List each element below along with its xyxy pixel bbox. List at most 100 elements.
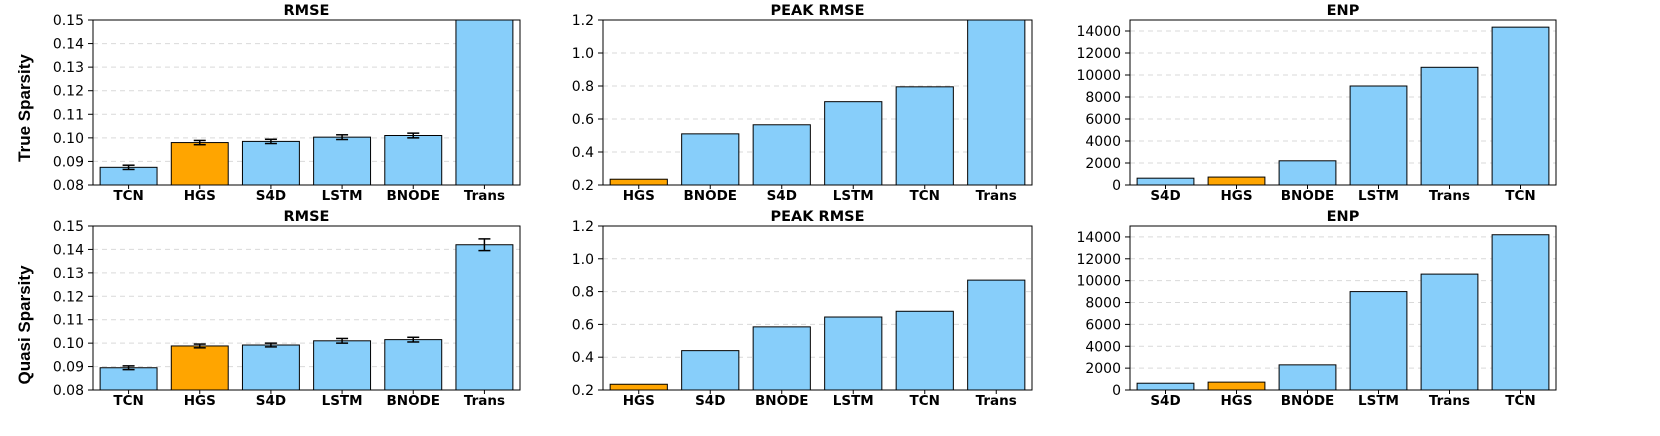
chart-panel-3: 0 2000 4000 6000 8000 10000 12000 14000 S4D HGS BN… bbox=[1076, 3, 1557, 204]
bar-trans bbox=[1420, 66, 1479, 186]
bar-hgs bbox=[1207, 381, 1266, 391]
y-tick-label: 1.0 bbox=[572, 252, 594, 268]
x-tick-label-hgs: HGS bbox=[623, 393, 655, 409]
axes-frame bbox=[1129, 19, 1557, 186]
bar-bnode bbox=[681, 133, 740, 186]
error-bar-lstm bbox=[336, 337, 349, 344]
chart-panel-4: 0.08 0.09 0.10 0.11 0.12 0.13 0.14 0.15 TCN HGS S4… bbox=[53, 209, 521, 409]
bar-bnode bbox=[1278, 364, 1337, 391]
y-tick-label: 2000 bbox=[1085, 361, 1121, 377]
y-tick-label: 0 bbox=[1112, 383, 1121, 399]
error-bar-trans bbox=[478, 238, 491, 252]
x-tick-label-trans: Trans bbox=[976, 188, 1017, 204]
bar-lstm bbox=[824, 101, 883, 186]
x-tick-label-trans: Trans bbox=[464, 188, 505, 204]
bar-tcn bbox=[99, 367, 158, 391]
x-tick-label-lstm: LSTM bbox=[1358, 188, 1399, 204]
bar-hgs bbox=[170, 345, 229, 391]
x-tick-label-bnode: BNODE bbox=[1281, 188, 1335, 204]
bar-bnode bbox=[752, 326, 811, 391]
y-tick-label: 2000 bbox=[1085, 156, 1121, 172]
bar-s4d bbox=[1136, 382, 1195, 391]
y-tick-label: 14000 bbox=[1076, 24, 1121, 40]
error-bar-hgs bbox=[193, 343, 206, 349]
y-tick-label: 6000 bbox=[1085, 112, 1121, 128]
y-tick-label: 10000 bbox=[1076, 68, 1121, 84]
chart-panel-6: 0 2000 4000 6000 8000 10000 12000 14000 S4D HGS BN… bbox=[1076, 209, 1557, 409]
error-bar-hgs bbox=[193, 139, 206, 146]
bar-tcn bbox=[1491, 234, 1550, 391]
y-tick-label: 12000 bbox=[1076, 252, 1121, 268]
y-tick-label: 0.12 bbox=[53, 289, 84, 305]
x-tick-label-trans: Trans bbox=[1429, 188, 1470, 204]
x-tick-label-hgs: HGS bbox=[1220, 188, 1252, 204]
bar-tcn bbox=[1491, 26, 1550, 186]
y-tick-label: 0.12 bbox=[53, 84, 84, 100]
x-tick-label-s4d: S4D bbox=[256, 188, 286, 204]
x-tick-label-lstm: LSTM bbox=[322, 393, 363, 409]
axes-frame bbox=[92, 19, 521, 186]
x-tick-label-tcn: TCN bbox=[113, 188, 143, 204]
y-tick-label: 0.09 bbox=[53, 154, 84, 170]
y-tick-label: 0.10 bbox=[53, 336, 84, 352]
bar-hgs bbox=[609, 178, 668, 186]
x-tick-label-lstm: LSTM bbox=[833, 393, 874, 409]
chart-panel-2: 0.2 0.4 0.6 0.8 1.0 1.2 HGS BNODE S4D LSTM TCN Tran… bbox=[572, 3, 1033, 204]
y-tick-label: 0.2 bbox=[572, 383, 594, 399]
x-tick-label-bnode: BNODE bbox=[387, 393, 441, 409]
y-tick-label: 6000 bbox=[1085, 317, 1121, 333]
x-tick-label-tcn: TCN bbox=[1505, 188, 1535, 204]
y-tick-label: 14000 bbox=[1076, 230, 1121, 246]
row-label-true-sparsity: True Sparsity bbox=[15, 54, 34, 162]
chart-title: RMSE bbox=[284, 3, 330, 19]
bar-lstm bbox=[824, 316, 883, 391]
y-tick-label: 0.09 bbox=[53, 360, 84, 376]
chart-title: ENP bbox=[1327, 3, 1360, 19]
x-tick-label-hgs: HGS bbox=[184, 393, 216, 409]
bar-tcn bbox=[895, 310, 954, 391]
x-tick-label-tcn: TCN bbox=[113, 393, 143, 409]
y-tick-label: 1.2 bbox=[572, 219, 594, 235]
x-tick-label-s4d: S4D bbox=[695, 393, 725, 409]
y-tick-label: 0.8 bbox=[572, 79, 594, 95]
bar-trans bbox=[1420, 273, 1479, 391]
bar-lstm bbox=[1349, 85, 1408, 186]
bar-trans bbox=[455, 19, 514, 186]
y-tick-label: 0.15 bbox=[53, 13, 84, 29]
y-tick-label: 0.13 bbox=[53, 60, 84, 76]
chart-title: PEAK RMSE bbox=[771, 209, 865, 225]
y-tick-label: 0.11 bbox=[53, 107, 84, 123]
y-tick-label: 0.08 bbox=[53, 383, 84, 399]
x-tick-label-bnode: BNODE bbox=[755, 393, 809, 409]
bar-bnode bbox=[384, 339, 443, 391]
y-tick-label: 8000 bbox=[1085, 90, 1121, 106]
bar-s4d bbox=[1136, 177, 1195, 186]
bar-hgs bbox=[170, 142, 229, 186]
bar-trans bbox=[967, 279, 1026, 391]
x-tick-label-lstm: LSTM bbox=[1358, 393, 1399, 409]
bar-hgs bbox=[1207, 176, 1266, 186]
y-tick-label: 0.14 bbox=[53, 242, 84, 258]
y-tick-label: 1.2 bbox=[572, 13, 594, 29]
chart-title: RMSE bbox=[284, 209, 330, 225]
bar-bnode bbox=[1278, 160, 1337, 186]
x-tick-label-s4d: S4D bbox=[767, 188, 797, 204]
x-tick-label-bnode: BNODE bbox=[1281, 393, 1335, 409]
row-label-quasi-sparsity: Quasi Sparsity bbox=[15, 265, 34, 385]
y-tick-label: 0.6 bbox=[572, 112, 594, 128]
axes-frame bbox=[602, 19, 1033, 186]
x-tick-label-bnode: BNODE bbox=[684, 188, 738, 204]
bar-s4d bbox=[752, 124, 811, 186]
y-tick-label: 4000 bbox=[1085, 134, 1121, 150]
error-bar-bnode bbox=[407, 132, 420, 139]
chart-panel-1: 0.08 0.09 0.10 0.11 0.12 0.13 0.14 0.15 TCN HGS S4… bbox=[53, 3, 521, 204]
y-tick-label: 10000 bbox=[1076, 274, 1121, 290]
error-bar-s4d bbox=[264, 342, 277, 348]
x-tick-label-tcn: TCN bbox=[910, 393, 940, 409]
x-tick-label-hgs: HGS bbox=[1220, 393, 1252, 409]
y-tick-label: 0.10 bbox=[53, 131, 84, 147]
chart-title: ENP bbox=[1327, 209, 1360, 225]
axes-frame bbox=[1129, 225, 1557, 391]
y-tick-label: 0.11 bbox=[53, 313, 84, 329]
